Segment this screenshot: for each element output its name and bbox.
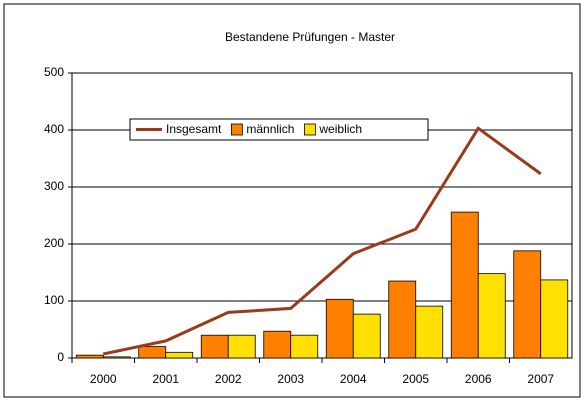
bar: [138, 346, 167, 359]
bar: [325, 298, 354, 359]
y-tick-label: 100: [44, 293, 64, 307]
y-tick-label: 300: [44, 179, 64, 193]
line: [102, 126, 542, 356]
bar: [200, 334, 229, 359]
bar: [290, 334, 319, 359]
bar: [165, 351, 194, 359]
y-tick-label: 500: [44, 65, 64, 79]
y-tick-label: 200: [44, 236, 64, 250]
bar: [477, 273, 506, 359]
bar: [415, 305, 444, 359]
legend-label: Insgesamt: [166, 122, 222, 136]
bar: [352, 313, 381, 359]
x-tick-label: 2000: [90, 372, 117, 386]
legend-swatch: [303, 123, 316, 136]
bar: [102, 356, 131, 359]
x-tick-label: 2001: [152, 372, 179, 386]
legend-label: männlich: [246, 122, 294, 136]
bar: [513, 250, 542, 359]
chart-title: Bestandene Prüfungen - Master: [225, 30, 395, 44]
y-tick-label: 400: [44, 122, 64, 136]
x-tick-label: 2003: [277, 372, 304, 386]
y-tick-label: 0: [57, 350, 64, 364]
x-tick-label: 2007: [527, 372, 554, 386]
bar: [388, 280, 417, 359]
bar: [75, 354, 104, 359]
bar: [227, 334, 256, 359]
bar: [540, 279, 569, 359]
bar: [450, 211, 479, 359]
bar: [263, 330, 292, 359]
legend-swatch: [230, 123, 243, 136]
x-tick-label: 2004: [340, 372, 367, 386]
x-tick-label: 2005: [402, 372, 429, 386]
legend-label: weiblich: [318, 122, 362, 136]
x-tick-label: 2006: [465, 372, 492, 386]
x-tick-label: 2002: [215, 372, 242, 386]
legend-box: [129, 118, 429, 141]
